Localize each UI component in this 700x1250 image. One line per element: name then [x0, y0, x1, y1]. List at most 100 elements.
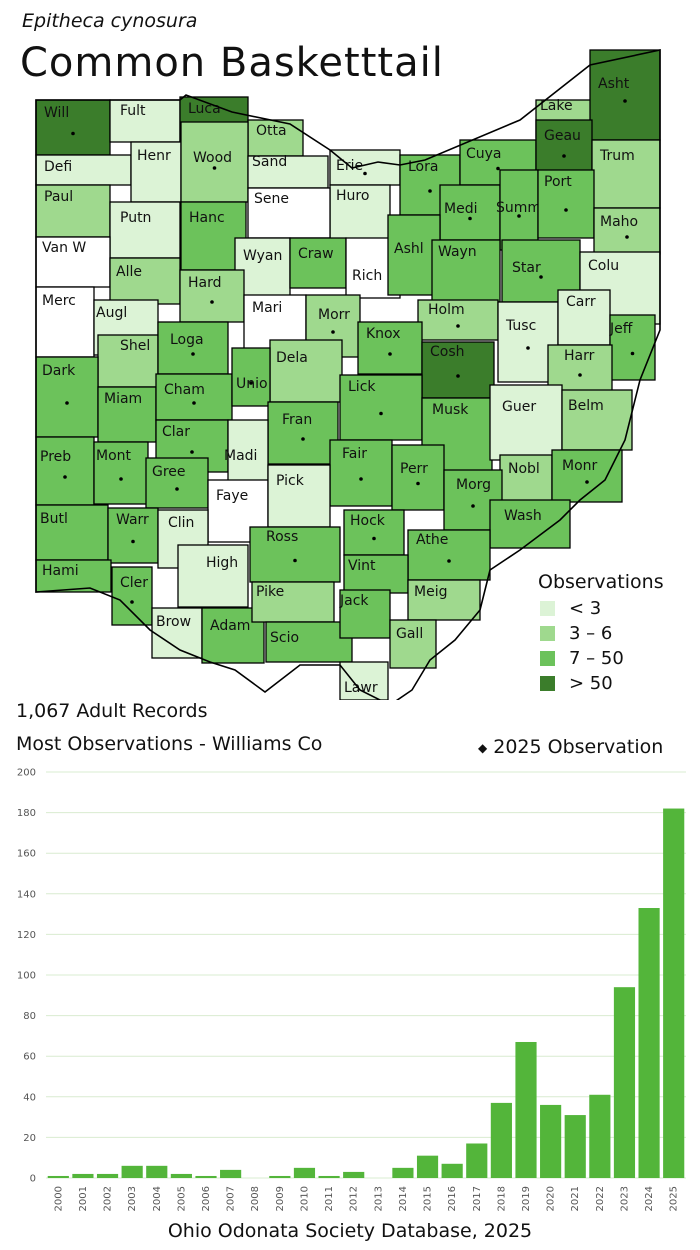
y-tick-label: 200: [17, 768, 36, 779]
x-tick-label: 2007: [226, 1186, 237, 1211]
observation-dot-icon: [456, 374, 460, 378]
county-label: Jeff: [609, 321, 633, 337]
county-label: Luca: [188, 101, 221, 117]
county-label: Wayn: [438, 244, 477, 260]
county-label: Hock: [350, 513, 386, 529]
county-label: Holm: [428, 302, 465, 318]
county-label: Pike: [256, 584, 284, 600]
county-shape: [231, 347, 271, 407]
species-scientific-name: Epitheca cynosura: [22, 10, 198, 32]
county-label: Fair: [342, 446, 367, 462]
observation-dot-icon: [562, 154, 566, 158]
y-tick-label: 120: [17, 930, 36, 941]
bar-2002: [96, 1173, 119, 1178]
page-title: Common Basketttail: [20, 40, 444, 86]
county-shape: [489, 384, 563, 461]
y-tick-label: 160: [17, 849, 36, 860]
y-tick-label: 20: [23, 1133, 36, 1144]
county-label: Ashl: [394, 241, 424, 257]
county-label: Belm: [568, 398, 604, 414]
observation-dot-icon: [388, 352, 392, 356]
observation-dot-icon: [468, 216, 472, 221]
obs-2025-legend: ◆ 2025 Observation: [478, 736, 663, 758]
x-tick-label: 2017: [472, 1186, 483, 1211]
county-label: Faye: [216, 488, 248, 504]
x-tick-label: 2013: [373, 1186, 384, 1211]
x-tick-label: 2019: [521, 1186, 532, 1211]
county-label: Hanc: [189, 210, 225, 226]
observation-dot-icon: [301, 437, 305, 441]
observation-dot-icon: [496, 166, 500, 171]
x-tick-label: 2004: [152, 1186, 163, 1211]
county-label: Morr: [318, 307, 350, 323]
county-label: Will: [44, 105, 69, 121]
x-tick-label: 2001: [78, 1186, 89, 1211]
observation-dot-icon: [471, 504, 475, 508]
observation-dot-icon: ◆: [478, 740, 488, 755]
county-shape: [157, 321, 229, 375]
county-label: Star: [512, 260, 541, 276]
observation-dot-icon: [585, 480, 589, 484]
observation-dot-icon: [131, 539, 135, 544]
county-label: Wash: [504, 508, 542, 524]
observation-dot-icon: [630, 351, 635, 356]
x-tick-label: 2023: [619, 1186, 630, 1211]
legend-item: 7 – 50: [540, 647, 624, 669]
county-label: Miam: [104, 391, 142, 407]
county-shape: [339, 589, 391, 639]
observation-dot-icon: [517, 214, 521, 218]
legend-swatch-7-50: [540, 650, 555, 666]
county-label: Jack: [339, 593, 369, 609]
county-label: Defi: [44, 159, 72, 175]
county-label: Craw: [298, 246, 334, 262]
observation-dot-icon: [363, 171, 367, 176]
most-observations-note: Most Observations - Williams Co: [16, 733, 323, 755]
county-shape: [177, 544, 249, 608]
county-label: Putn: [120, 210, 151, 226]
county-label: Cuya: [466, 146, 502, 162]
observation-dot-icon: [447, 559, 451, 563]
county-label: Brow: [156, 614, 191, 630]
county-shape: [589, 49, 661, 141]
county-shape: [329, 439, 393, 507]
bar-2009: [269, 1175, 291, 1178]
county-label: Alle: [116, 264, 142, 280]
x-tick-label: 2024: [644, 1186, 655, 1211]
x-tick-label: 2018: [496, 1186, 507, 1211]
county-label: Mont: [96, 448, 132, 464]
bar-2006: [195, 1175, 217, 1178]
bar-2016: [441, 1163, 463, 1178]
x-tick-label: 2005: [176, 1186, 187, 1211]
x-tick-label: 2011: [324, 1186, 335, 1211]
county-shape: [109, 201, 181, 259]
county-label: Madi: [224, 448, 257, 464]
y-tick-label: 140: [17, 889, 36, 900]
y-tick-label: 40: [23, 1092, 36, 1103]
bar-2003: [121, 1165, 143, 1178]
county-shape: [339, 661, 389, 700]
county-label: Port: [544, 174, 572, 190]
obs-2025-label: 2025 Observation: [493, 736, 664, 758]
observation-dot-icon: [192, 401, 196, 405]
county-label: Cosh: [430, 344, 465, 360]
x-tick-label: 2009: [275, 1186, 286, 1211]
bar-2011: [318, 1175, 340, 1178]
county-label: Sene: [254, 191, 289, 207]
county-label: Fran: [282, 412, 312, 428]
observation-dot-icon: [119, 477, 123, 481]
legend-label: 7 – 50: [569, 647, 624, 669]
county-label: Meig: [414, 584, 447, 600]
bar-2010: [293, 1167, 316, 1178]
observation-dot-icon: [65, 401, 69, 405]
county-label: Fult: [120, 103, 146, 119]
y-tick-label: 180: [17, 808, 36, 819]
county-shape: [289, 237, 347, 289]
county-label: Medi: [444, 201, 477, 217]
x-tick-label: 2020: [546, 1186, 557, 1211]
county-shape: [417, 299, 499, 341]
county-label: Hard: [188, 275, 222, 291]
county-shape: [35, 436, 95, 506]
county-label: Guer: [502, 399, 536, 415]
county-label: Athe: [416, 532, 448, 548]
